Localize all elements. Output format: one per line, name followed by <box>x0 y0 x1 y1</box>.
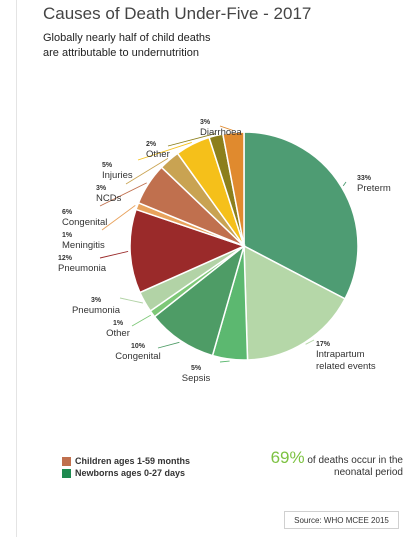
leader-line-4 <box>157 341 180 349</box>
legend-swatch-children <box>62 456 71 466</box>
slice-pct-label-2: 17% <box>316 341 331 348</box>
slice-name-label-3: Sepsis <box>182 373 211 384</box>
slice-name-label-9: Congenital <box>62 217 107 228</box>
slice-pct-label-1: 33% <box>357 175 372 182</box>
slice-name-label-7: Pneumonia <box>58 263 107 274</box>
legend-label-children: Children ages 1-59 months <box>75 456 191 466</box>
slice-pct-label-7: 12% <box>58 255 73 262</box>
neonatal-text-line-2: neonatal period <box>334 467 403 478</box>
source-box: Source: WHO MCEE 2015 <box>284 511 399 529</box>
legend-swatch-newborns <box>62 468 71 478</box>
slice-pct-label-3: 5% <box>191 365 202 372</box>
legend-item-newborns: Newborns ages 0-27 days <box>62 467 190 479</box>
slice-pct-label-4: 10% <box>131 343 146 350</box>
leader-line-2 <box>305 339 315 345</box>
leader-line-6 <box>119 297 143 304</box>
leader-line-10 <box>125 158 169 185</box>
pie-slice-13 <box>221 131 245 247</box>
slice-name-label-13: Diarrhoea <box>200 127 242 138</box>
leader-line-9 <box>99 182 147 207</box>
slice-name-label-6: Pneumonia <box>72 305 121 316</box>
leader-line-7 <box>99 250 129 259</box>
legend: Children ages 1-59 months Newborns ages … <box>62 455 190 479</box>
neonatal-percent: 69% <box>270 448 305 467</box>
chart-title: Causes of Death Under-Five - 2017 <box>43 4 312 23</box>
slice-pct-label-8: 1% <box>62 232 73 239</box>
slice-pct-label-5: 1% <box>113 320 124 327</box>
pie-slice-1 <box>243 131 359 300</box>
subtitle-line-1: Globally nearly half of child deaths <box>43 32 211 44</box>
neonatal-highlight: 69% of deaths occur in the neonatal peri… <box>233 449 403 479</box>
legend-item-children: Children ages 1-59 months <box>62 455 190 467</box>
slice-name-label-8: Meningitis <box>62 240 105 251</box>
slice-name-label-10: NCDs <box>96 193 122 204</box>
pie-slice-2 <box>243 244 347 361</box>
slice-name-label-5: Other <box>106 328 130 339</box>
legend-label-newborns: Newborns ages 0-27 days <box>75 468 186 478</box>
slice-name-label-2-line-2: related events <box>316 361 376 372</box>
slice-pct-label-12: 2% <box>146 141 157 148</box>
slice-name-label-4: Congenital <box>115 351 160 362</box>
subtitle-line-2: are attributable to undernutrition <box>43 47 199 59</box>
page-divider-line <box>16 0 17 537</box>
neonatal-text-line-1: of deaths occur in the <box>304 455 403 466</box>
chart-subtitle: Globally nearly half of child deaths are… <box>43 31 283 61</box>
slice-name-label-11: Injuries <box>102 170 133 181</box>
leader-line-11 <box>137 141 192 161</box>
leader-line-1 <box>342 181 347 187</box>
slice-name-label-1: Preterm <box>357 183 391 194</box>
leader-line-5 <box>131 314 152 327</box>
pie-slice-7 <box>129 208 247 294</box>
slice-pct-label-9: 6% <box>62 209 73 216</box>
slice-pct-label-6: 3% <box>91 297 102 304</box>
leader-line-8 <box>101 205 136 231</box>
slice-pct-label-11: 5% <box>102 162 113 169</box>
slice-pct-label-13: 3% <box>200 119 211 126</box>
slice-pct-label-10: 3% <box>96 185 107 192</box>
leader-line-13 <box>219 125 234 131</box>
leader-line-3 <box>219 360 230 363</box>
slice-name-label-2-line-1: Intrapartum <box>316 349 365 360</box>
leader-line-12 <box>167 133 216 147</box>
slice-name-label-12: Other <box>146 149 170 160</box>
